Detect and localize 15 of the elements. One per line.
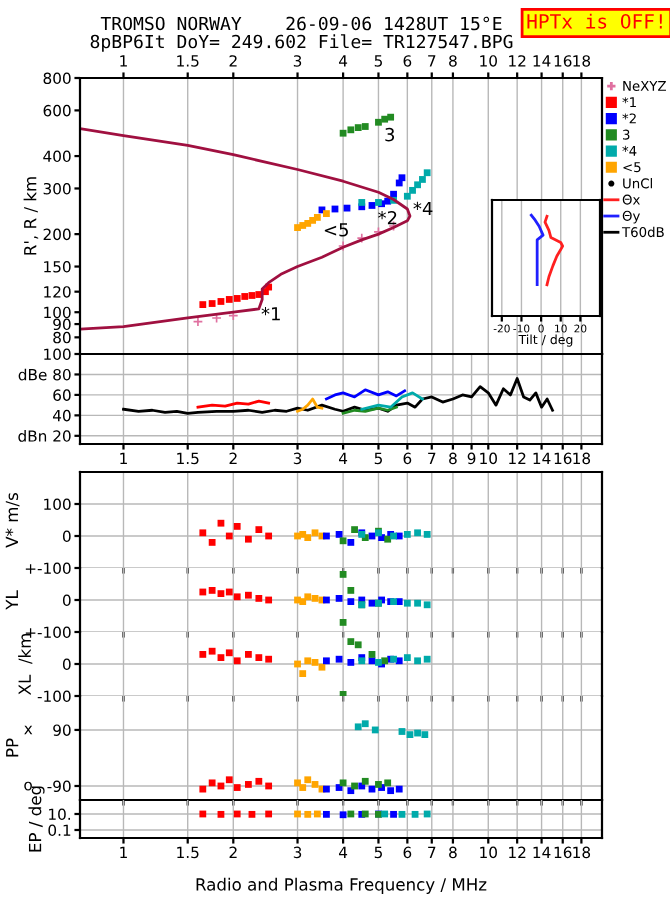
y-axis-title: YL bbox=[5, 590, 18, 610]
x-axis-title: Radio and Plasma Frequency / MHz bbox=[196, 877, 487, 894]
y-axis-title: R', R / km bbox=[23, 177, 39, 255]
annotation: *2 bbox=[378, 210, 397, 225]
annotation: <5 bbox=[324, 223, 348, 237]
y-axis-title: V* m/s bbox=[5, 493, 20, 548]
y-axis-title: PP bbox=[6, 738, 19, 757]
annotation: 3 bbox=[385, 127, 395, 142]
annotation: *4 bbox=[413, 201, 433, 216]
y-axis-title: XL /km bbox=[18, 634, 33, 695]
chart-subtitle: 8pBP6It DoY= 249.602 File= TR127547.BPG bbox=[90, 34, 513, 52]
chart-title: TROMSO NORWAY 26-09-06 1428UT 15°E bbox=[100, 16, 502, 31]
text: HPTx is OFF! bbox=[527, 13, 662, 29]
annotation: *1 bbox=[261, 306, 280, 321]
y-axis-title: EP / deg bbox=[28, 786, 45, 852]
